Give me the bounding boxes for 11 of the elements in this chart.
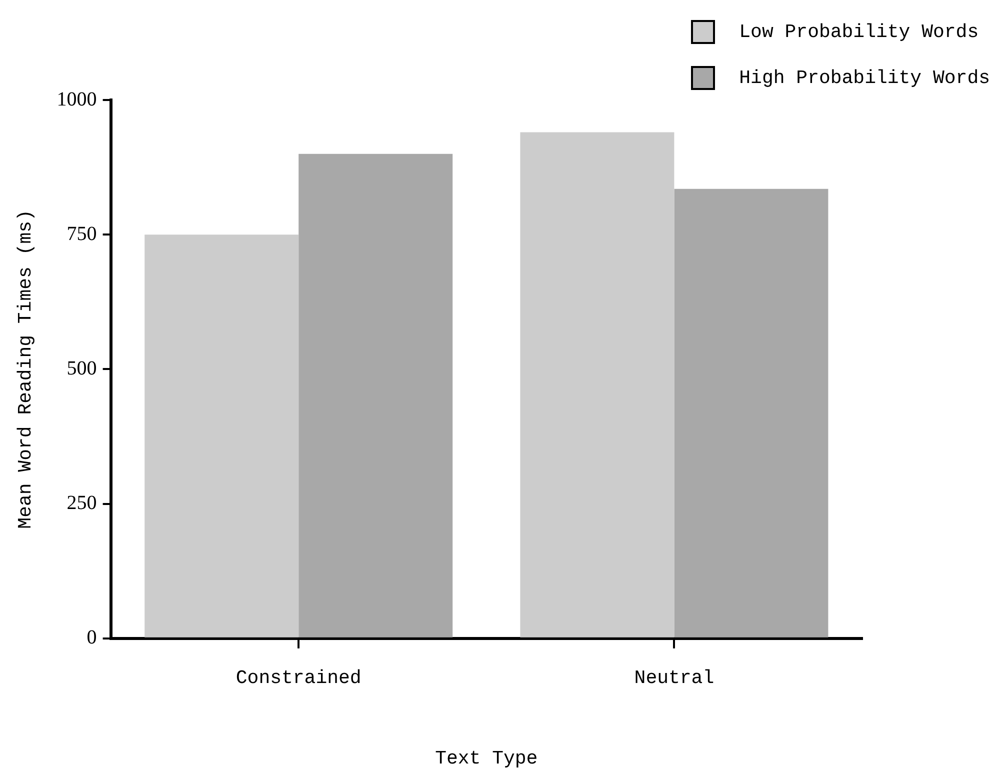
legend-label: Low Probability Words [739, 21, 979, 43]
x-tick-label: Neutral [634, 666, 714, 689]
y-tick-label: 500 [66, 357, 97, 380]
y-tick-label: 1000 [56, 88, 97, 110]
y-tick-label: 0 [86, 626, 97, 649]
x-axis-title: Text Type [435, 748, 538, 770]
x-tick-label: Constrained [236, 666, 362, 689]
y-tick-label: 250 [66, 492, 97, 514]
text: High Probability Words [739, 67, 990, 89]
y-axis-title: Mean Word Reading Times (ms) [14, 210, 36, 529]
y-tick-label: 750 [66, 222, 97, 245]
